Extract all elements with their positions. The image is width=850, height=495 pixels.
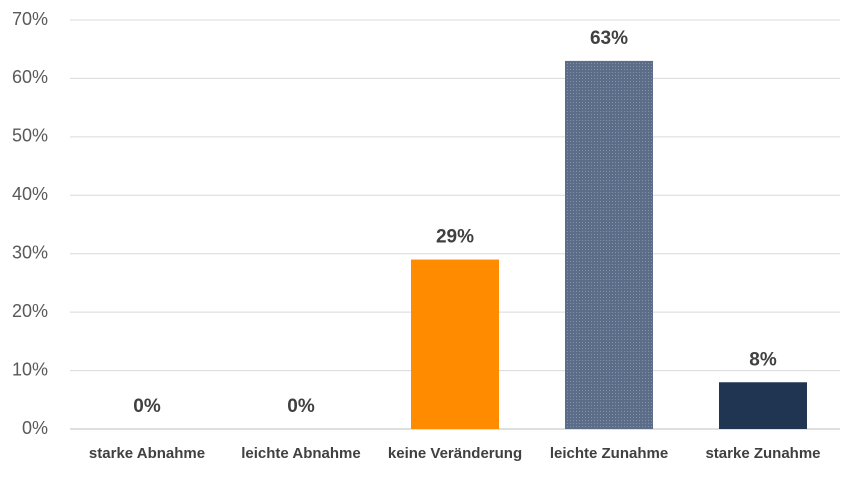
y-tick-label: 50% (12, 126, 48, 146)
bar (411, 259, 499, 429)
data-label: 8% (749, 349, 777, 370)
y-tick-label: 30% (12, 242, 48, 262)
y-tick-label: 10% (12, 359, 48, 379)
y-tick-label: 20% (12, 301, 48, 321)
y-tick-label: 70% (12, 9, 48, 29)
y-tick-label: 40% (12, 184, 48, 204)
bar (719, 382, 807, 429)
data-label: 63% (590, 28, 628, 49)
data-label: 29% (436, 227, 474, 248)
data-label: 0% (287, 396, 315, 417)
x-tick-label: leichte Abnahme (241, 445, 361, 462)
bar-texture (565, 60, 653, 430)
x-tick-label: starke Abnahme (88, 445, 206, 462)
y-tick-label: 0% (22, 418, 48, 438)
data-label: 0% (133, 396, 161, 417)
y-tick-label: 60% (12, 67, 48, 87)
x-tick-label: keine Veränderung (387, 445, 523, 462)
x-tick-label: leichte Zunahme (549, 445, 669, 462)
x-tick-label: starke Zunahme (705, 445, 821, 462)
